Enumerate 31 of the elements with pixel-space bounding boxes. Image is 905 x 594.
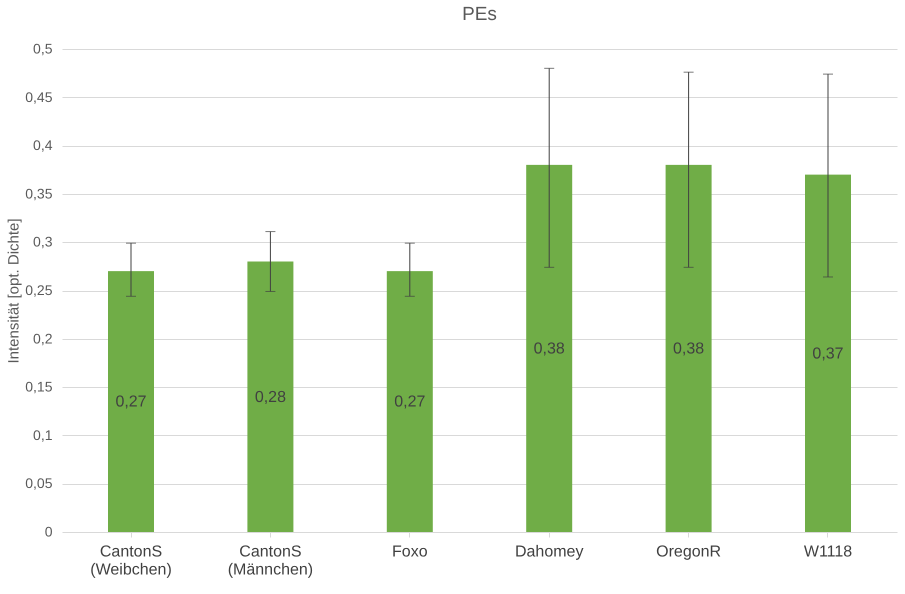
y-tick-label: 0,35	[25, 185, 53, 202]
bar	[666, 164, 712, 532]
y-tick-label: 0,2	[33, 330, 53, 346]
chart-title: PEs	[462, 4, 497, 25]
bar	[108, 271, 154, 532]
y-tick-label: 0,3	[33, 234, 53, 250]
x-tick-label: CantonS (Weibchen)	[90, 544, 172, 578]
x-tick-label: W1118	[804, 544, 852, 560]
data-label: 0,27	[394, 394, 426, 411]
x-tick-label: Dahomey	[514, 544, 584, 560]
y-tick-label: 0,1	[33, 426, 53, 443]
y-tick-label: 0,4	[33, 137, 53, 154]
y-tick-label: 0	[44, 524, 53, 540]
data-label: 0,38	[534, 340, 565, 358]
y-tick-label: 0,25	[25, 282, 53, 298]
bar	[247, 262, 294, 532]
x-tick-label: Foxo	[392, 544, 428, 560]
y-tick-label: 0,15	[25, 378, 53, 395]
y-tick-label: 0,05	[25, 475, 53, 492]
bar	[526, 164, 572, 532]
y-tick-label: 0,45	[25, 88, 53, 105]
data-label: 0,37	[812, 345, 844, 362]
data-label: 0,28	[254, 388, 286, 406]
x-tick-label: OregonR	[656, 544, 722, 560]
y-tick-label: 0,5	[33, 40, 53, 56]
bar	[386, 271, 433, 532]
data-label: 0,27	[115, 394, 147, 411]
y-axis-title: Intensität [opt. Dichte]	[5, 218, 22, 364]
bar	[804, 174, 851, 532]
x-tick-label: CantonS (Männchen)	[228, 544, 314, 578]
data-label: 0,38	[673, 340, 704, 358]
